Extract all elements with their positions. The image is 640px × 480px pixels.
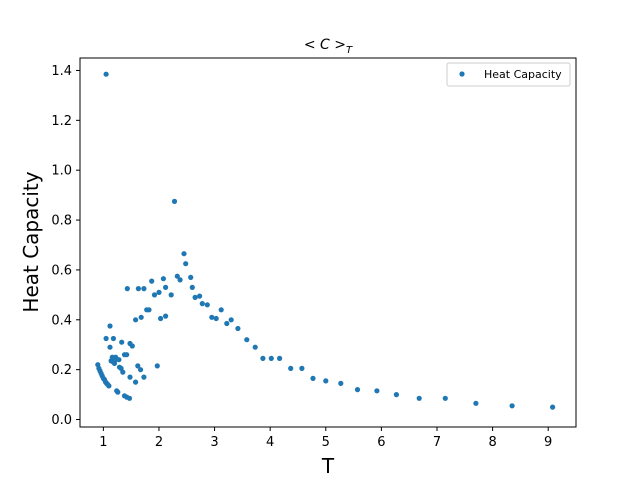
data-point xyxy=(119,339,125,345)
data-point xyxy=(177,277,183,283)
legend-label: Heat Capacity xyxy=(484,68,562,81)
data-point xyxy=(156,289,162,295)
data-point xyxy=(213,315,219,322)
data-point xyxy=(244,337,250,343)
data-point xyxy=(473,400,479,406)
y-tick-label: 0.0 xyxy=(51,413,72,428)
data-point xyxy=(235,325,241,332)
x-axis-ticks: 1 2 3 4 5 6 7 8 9 xyxy=(99,427,552,450)
chart-title: < C >T xyxy=(304,37,353,56)
data-point xyxy=(103,335,109,342)
data-point xyxy=(288,365,294,371)
legend-marker xyxy=(459,71,465,77)
data-point xyxy=(163,284,169,290)
data-point xyxy=(277,355,283,361)
x-tick-label: 2 xyxy=(155,435,163,450)
data-point xyxy=(181,251,187,257)
data-point xyxy=(135,286,141,292)
data-point xyxy=(260,355,266,361)
data-point xyxy=(127,374,133,380)
data-point xyxy=(138,367,144,373)
x-tick-label: 3 xyxy=(210,435,218,450)
data-point xyxy=(115,389,121,395)
data-point xyxy=(416,395,422,401)
data-point xyxy=(374,388,380,394)
data-point xyxy=(133,379,139,385)
data-point xyxy=(174,273,180,279)
data-point xyxy=(113,357,119,363)
chart-title-main: < C > xyxy=(304,37,346,53)
x-tick-label: 8 xyxy=(488,435,496,450)
chart-title-subscript: T xyxy=(346,45,353,56)
data-point xyxy=(550,404,556,410)
y-tick-label: 0.8 xyxy=(51,214,72,229)
data-point xyxy=(103,71,109,77)
data-point xyxy=(154,363,160,369)
data-point xyxy=(338,380,344,386)
data-point xyxy=(310,375,316,381)
data-point xyxy=(228,317,234,323)
data-point xyxy=(135,363,141,369)
data-point xyxy=(192,294,198,300)
data-point xyxy=(149,278,155,284)
data-point xyxy=(354,387,361,393)
data-point xyxy=(107,323,113,329)
data-point xyxy=(209,314,215,320)
data-point xyxy=(323,378,329,384)
legend: Heat Capacity xyxy=(446,62,571,87)
x-tick-label: 5 xyxy=(322,435,330,450)
data-point xyxy=(197,293,203,299)
data-point xyxy=(268,355,274,361)
data-point xyxy=(183,261,189,267)
data-point xyxy=(188,274,194,280)
x-tick-label: 4 xyxy=(266,435,274,450)
data-point xyxy=(124,286,130,292)
data-point xyxy=(120,369,126,375)
data-point xyxy=(442,395,448,401)
data-point xyxy=(110,335,116,342)
data-point xyxy=(189,284,195,290)
y-axis-ticks: 0.0 0.2 0.4 0.6 0.8 1.0 1.2 1.4 xyxy=(51,64,80,428)
y-tick-label: 0.4 xyxy=(51,313,72,328)
legend-box xyxy=(446,62,571,87)
data-point xyxy=(141,374,147,380)
x-tick-label: 9 xyxy=(544,435,552,450)
data-point xyxy=(158,315,164,322)
data-point xyxy=(129,343,135,349)
data-point xyxy=(299,365,305,371)
data-point xyxy=(141,286,147,292)
data-points xyxy=(95,71,556,410)
plot-area-frame xyxy=(79,57,577,428)
y-tick-label: 0.6 xyxy=(51,263,72,278)
data-point xyxy=(199,301,205,307)
data-point xyxy=(126,395,133,401)
data-point xyxy=(224,320,230,327)
y-axis-label: Heat Capacity xyxy=(19,171,43,312)
data-point xyxy=(163,313,169,319)
y-tick-label: 1.2 xyxy=(51,114,72,129)
data-point xyxy=(107,344,113,350)
data-point xyxy=(160,276,166,282)
x-tick-label: 1 xyxy=(99,435,107,450)
data-point xyxy=(124,352,130,358)
data-point xyxy=(138,314,144,320)
data-point xyxy=(218,307,224,313)
y-tick-label: 1.0 xyxy=(51,164,72,179)
data-point xyxy=(509,403,515,409)
data-point xyxy=(393,392,399,398)
data-point xyxy=(144,307,150,313)
x-tick-label: 6 xyxy=(377,435,385,450)
x-tick-label: 7 xyxy=(433,435,441,450)
data-point xyxy=(252,344,258,350)
y-tick-label: 0.2 xyxy=(51,363,72,378)
data-point xyxy=(133,317,139,323)
data-point xyxy=(106,383,112,389)
data-point xyxy=(171,198,178,204)
x-axis-label: T xyxy=(321,454,335,478)
data-point xyxy=(168,292,174,298)
y-tick-label: 1.4 xyxy=(51,64,72,79)
data-point xyxy=(204,302,210,308)
data-point xyxy=(151,292,158,298)
